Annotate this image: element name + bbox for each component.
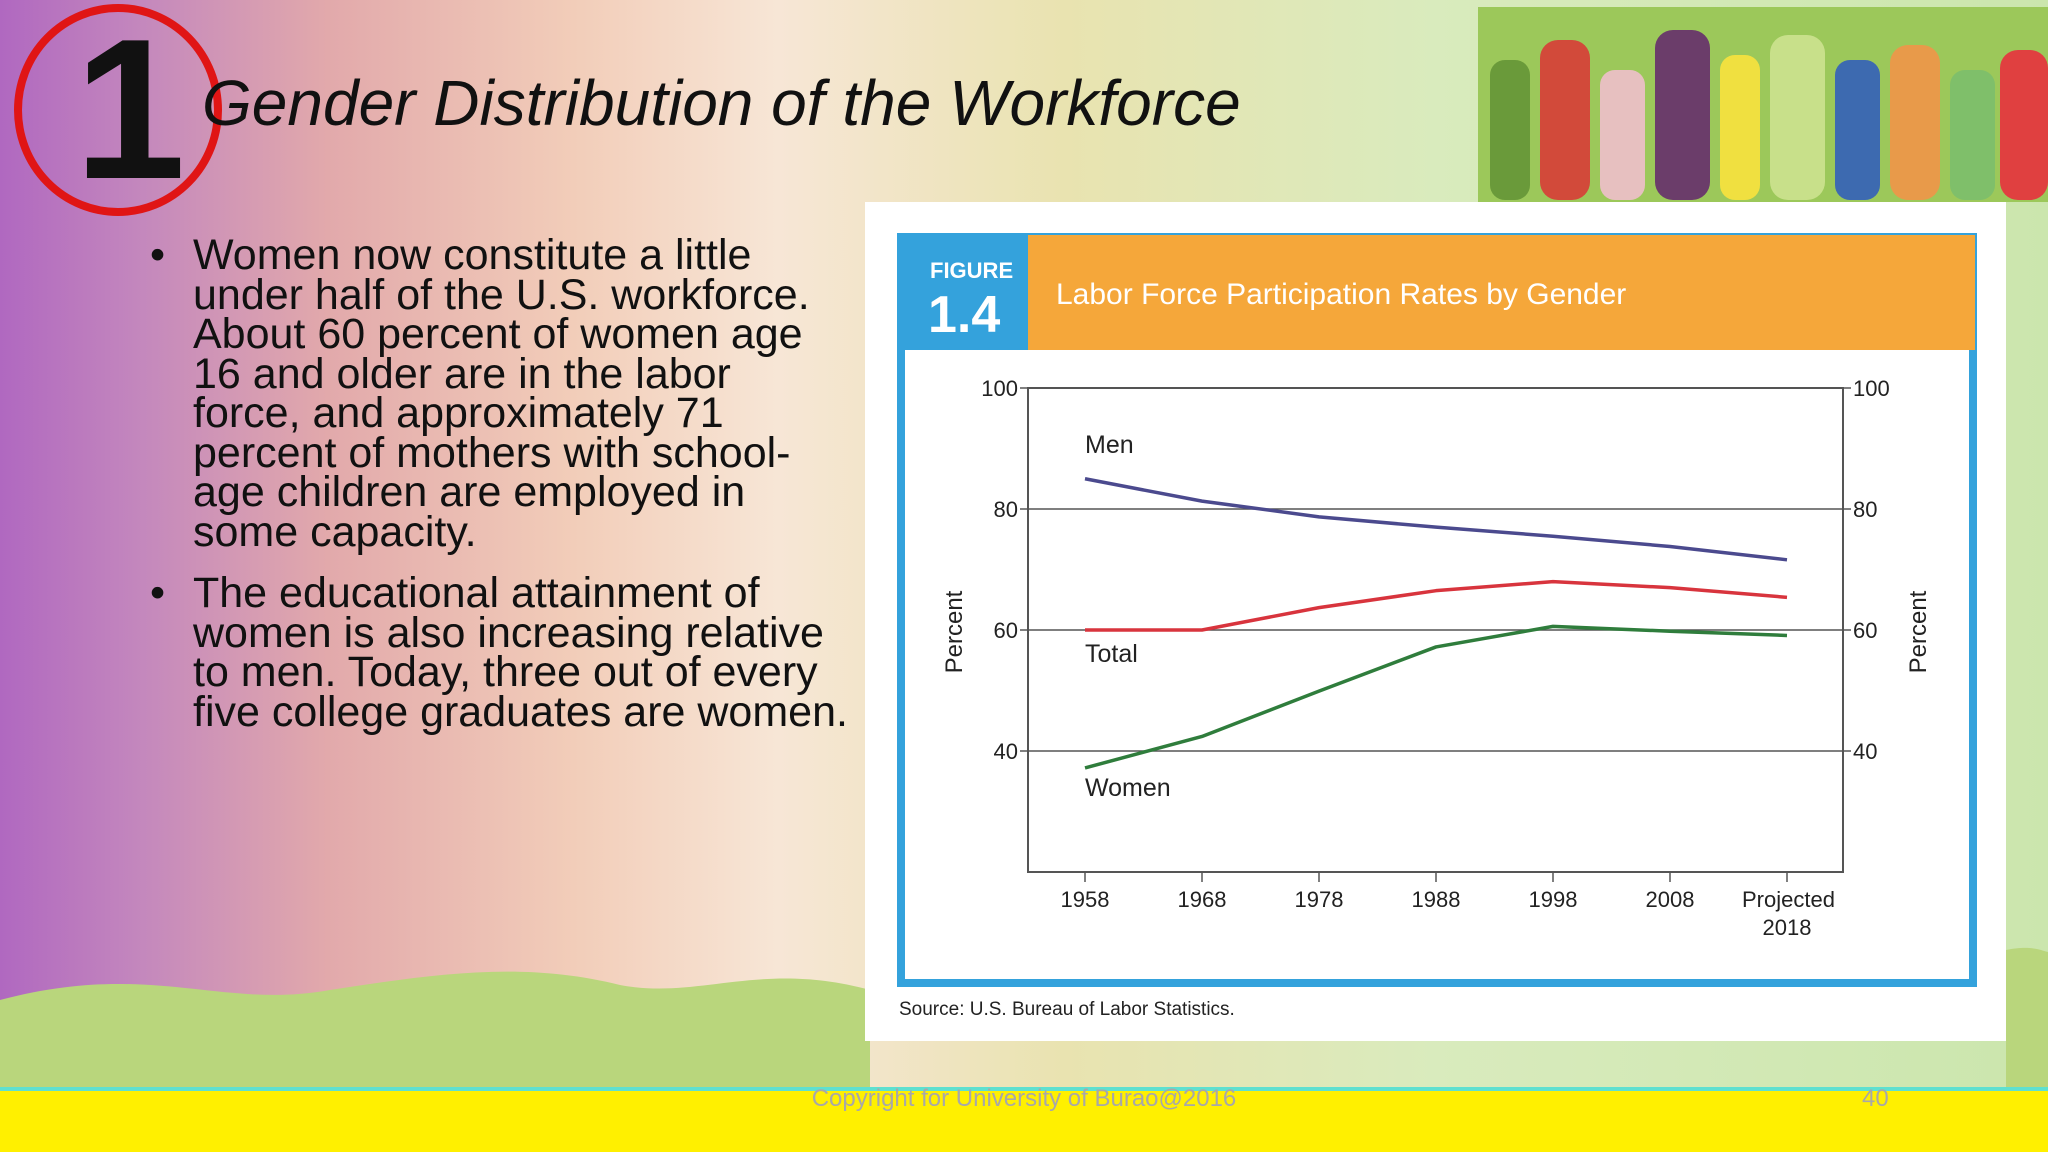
slide-title: Gender Distribution of the Workforce <box>202 67 1241 139</box>
x-tick-label: 1978 <box>1294 887 1344 912</box>
footer-text: Copyright for University of Burao@2016 <box>811 1085 1237 1112</box>
y-axis-label: Percent <box>941 590 968 673</box>
y2-tick-label: 60 <box>1853 618 1877 643</box>
series-line <box>1084 624 1788 770</box>
x-tick-label: 1998 <box>1528 887 1578 912</box>
series-line <box>1085 579 1788 632</box>
decor-wave <box>2006 947 2048 1087</box>
x-tick-label-box: 1968 <box>1177 887 1227 912</box>
slide-number: 1 <box>74 0 185 221</box>
series-label: Women <box>1085 774 1171 802</box>
decor-wave <box>0 971 870 1087</box>
figure-badge <box>897 235 1028 350</box>
y-tick-label: 80 <box>994 497 1018 522</box>
x-tick-label-box: 2008 <box>1645 887 1695 912</box>
y2-tick-label: 80 <box>1853 497 1877 522</box>
bullet: Women now constitute a little under half… <box>150 234 850 554</box>
x-tick-label: 2008 <box>1645 887 1695 912</box>
x-tick-label: Projected 2018 <box>1742 887 1835 940</box>
x-tick-label-box: Projected 2018 <box>1742 887 1835 940</box>
series-label: Total <box>1085 640 1138 668</box>
y-tick-label: 40 <box>994 739 1018 764</box>
x-tick-label-box: 1958 <box>1060 887 1110 912</box>
x-tick-label: 1958 <box>1060 887 1110 912</box>
y-tick-label: 60 <box>994 618 1018 643</box>
figure-frame <box>897 233 1977 987</box>
y2-tick-label: 100 <box>1853 376 1890 401</box>
figure-header <box>1028 235 1975 350</box>
footer-bar <box>0 1087 2048 1152</box>
chart-title: Labor Force Participation Rates by Gende… <box>1056 278 1626 311</box>
x-tick-label-box: 1988 <box>1411 887 1461 912</box>
figure-number: 1.4 <box>928 286 1000 344</box>
y2-axis-label: Percent <box>1905 590 1932 673</box>
x-tick-label: 1988 <box>1411 887 1461 912</box>
crowd-image <box>1478 7 2048 202</box>
series-label: Men <box>1085 431 1134 459</box>
series-line <box>1084 477 1788 562</box>
page-number: 40 <box>1862 1085 1889 1112</box>
figure-source: Source: U.S. Bureau of Labor Statistics. <box>899 999 1235 1020</box>
y2-tick-label: 40 <box>1853 739 1877 764</box>
x-tick-label: 1968 <box>1177 887 1227 912</box>
x-tick-label-box: 1998 <box>1528 887 1578 912</box>
y-tick-label: 100 <box>981 376 1018 401</box>
chart: 40 40 60 60 80 80 100 100 Percent Percent 1958 1968… <box>941 376 1932 940</box>
bullet: The educational attainment of women is a… <box>150 572 850 734</box>
bullet-list: Women now constitute a little under half… <box>150 234 850 754</box>
x-tick-label-box: 1978 <box>1294 887 1344 912</box>
number-ring <box>14 4 222 216</box>
figure-label: FIGURE <box>930 258 1013 283</box>
